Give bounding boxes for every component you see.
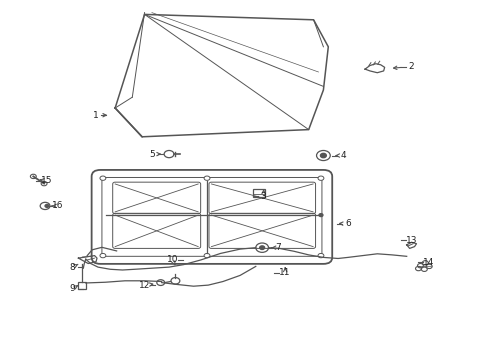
Circle shape <box>318 253 324 258</box>
Circle shape <box>41 181 47 186</box>
Text: 1: 1 <box>93 111 98 120</box>
Text: 10: 10 <box>167 256 178 264</box>
Text: 8: 8 <box>70 263 75 271</box>
Text: 14: 14 <box>423 258 435 266</box>
Circle shape <box>100 176 106 180</box>
Text: 9: 9 <box>70 284 75 293</box>
Text: 13: 13 <box>406 236 417 245</box>
Circle shape <box>30 174 36 179</box>
Circle shape <box>260 246 265 249</box>
Bar <box>78 282 86 289</box>
Text: 16: 16 <box>52 202 64 210</box>
Text: 6: 6 <box>345 219 351 228</box>
Text: 11: 11 <box>279 269 291 277</box>
Text: 15: 15 <box>41 176 52 185</box>
Text: 4: 4 <box>340 151 346 160</box>
Text: 7: 7 <box>275 243 281 252</box>
Circle shape <box>319 214 323 217</box>
Circle shape <box>204 176 210 180</box>
Circle shape <box>318 176 324 180</box>
Text: 3: 3 <box>261 192 267 201</box>
Bar <box>253 189 265 197</box>
Text: 2: 2 <box>409 62 415 71</box>
Circle shape <box>204 253 210 258</box>
Circle shape <box>320 153 326 158</box>
Circle shape <box>45 204 49 207</box>
Text: 12: 12 <box>139 281 150 289</box>
Text: 5: 5 <box>149 150 155 158</box>
Circle shape <box>100 253 106 258</box>
